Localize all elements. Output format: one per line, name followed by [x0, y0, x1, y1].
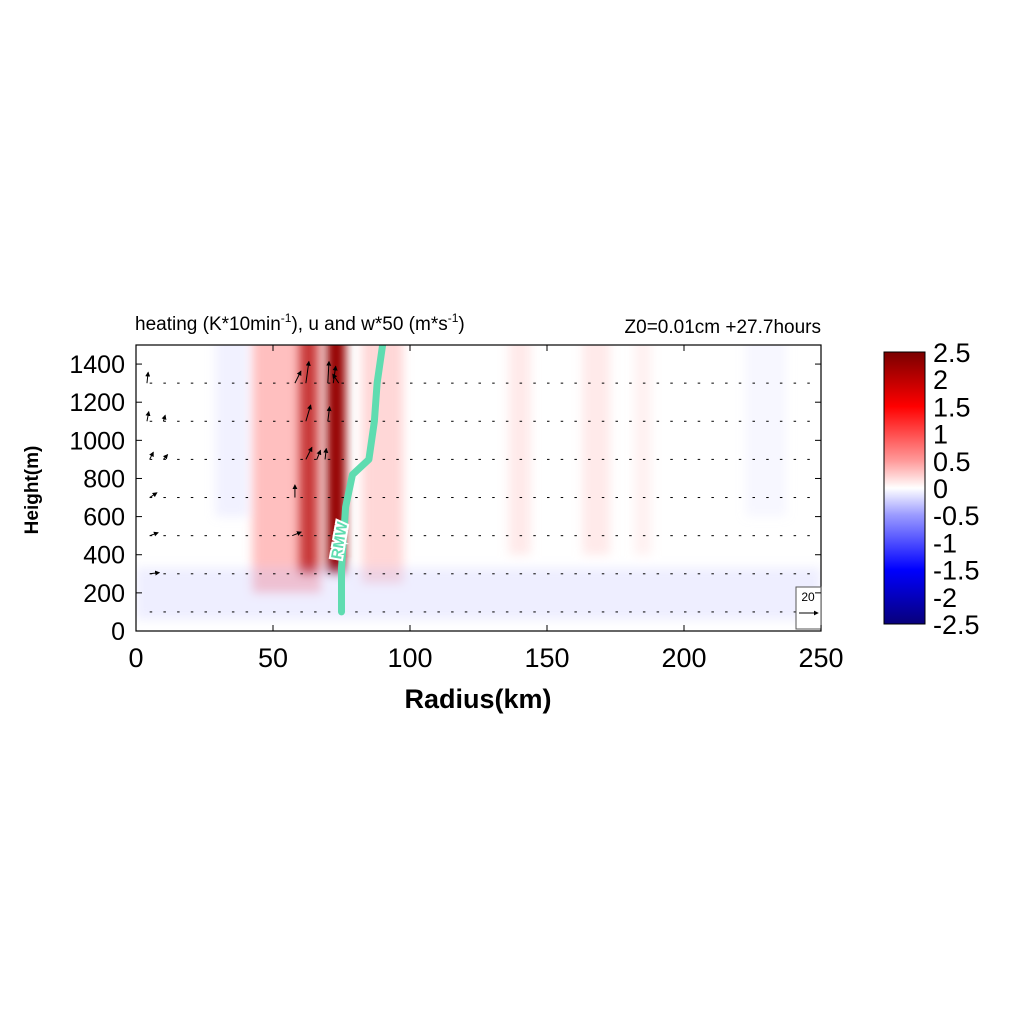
colorbar-tick-label: 1: [933, 420, 948, 450]
chart-title: heating (K*10min-1), u and w*50 (m*s-1): [135, 311, 465, 335]
y-tick-label: 600: [83, 504, 125, 532]
wind-vector: [323, 447, 329, 460]
wind-vector: [149, 451, 154, 460]
colorbar-tick-label: -0.5: [933, 501, 980, 531]
wind-vector: [149, 531, 159, 537]
wind-vector: [145, 371, 151, 384]
wind-vector: [305, 404, 312, 422]
x-tick-label: 200: [661, 643, 706, 673]
wind-vector: [305, 446, 313, 460]
y-tick-label: 1400: [69, 351, 125, 379]
colorbar-tick-label: 2.5: [933, 338, 971, 368]
wind-vector: [326, 406, 332, 422]
x-tick-label: 250: [798, 643, 843, 673]
wind-vector: [305, 360, 311, 384]
wind-vector: [326, 360, 332, 384]
wind-vector: [149, 570, 161, 576]
y-tick-label: 0: [111, 618, 125, 646]
colorbar-ticks: 2.521.510.50-0.5-1-1.5-2-2.5: [933, 338, 980, 640]
heating-band: [582, 345, 611, 555]
heating-band: [215, 345, 249, 517]
plot-frame: [135, 344, 822, 632]
rmw-line: [338, 345, 387, 616]
x-tick-label: 50: [258, 643, 288, 673]
colorbar-tick-label: -1: [933, 528, 957, 558]
x-tick-label: 0: [128, 643, 143, 673]
heating-band: [136, 567, 821, 620]
y-tick-label: 1200: [69, 389, 125, 417]
wind-vector: [149, 492, 158, 498]
heating-band: [252, 345, 321, 593]
x-axis: 0 50 100 150 200 250: [128, 345, 844, 673]
x-tick-label: 100: [387, 643, 432, 673]
colorbar-tick-label: -2.5: [933, 610, 980, 640]
y-tick-label: 200: [83, 580, 125, 608]
reference-vector-label: 20: [801, 590, 815, 604]
wind-vector: [332, 373, 340, 384]
heating-band: [508, 345, 531, 555]
colorbar-tick-label: 2: [933, 365, 948, 395]
reference-vector-key: 20: [795, 586, 822, 630]
wind-vector: [145, 410, 151, 422]
x-axis-label: Radius(km): [404, 684, 551, 714]
heating-field: [136, 345, 821, 620]
y-tick-label: 400: [83, 542, 125, 570]
colorbar-tick-label: -2: [933, 583, 957, 613]
y-tick-label: 1000: [69, 427, 125, 455]
heating-band: [326, 345, 346, 574]
colorbar-tick-label: 0.5: [933, 447, 971, 477]
y-axis: 0 200 400 600 800 1000 1200 1400: [69, 351, 821, 646]
colorbar-tick-label: -1.5: [933, 556, 980, 586]
wind-vector: [291, 531, 302, 537]
colorbar: [883, 351, 926, 625]
colorbar-tick-label: 0: [933, 474, 948, 504]
y-axis-label: Height(m): [22, 446, 43, 535]
heating-band: [634, 345, 652, 555]
wind-vector: [161, 414, 167, 422]
wind-vectors: [145, 360, 810, 613]
colorbar-tick-label: 1.5: [933, 392, 971, 422]
x-tick-label: 150: [524, 643, 569, 673]
heating-band: [745, 345, 787, 517]
wind-vector: [316, 449, 322, 460]
wind-vector: [162, 453, 169, 460]
chart-subtitle: Z0=0.01cm +27.7hours: [625, 317, 821, 338]
wind-vector: [294, 370, 302, 384]
y-tick-label: 800: [83, 465, 125, 493]
